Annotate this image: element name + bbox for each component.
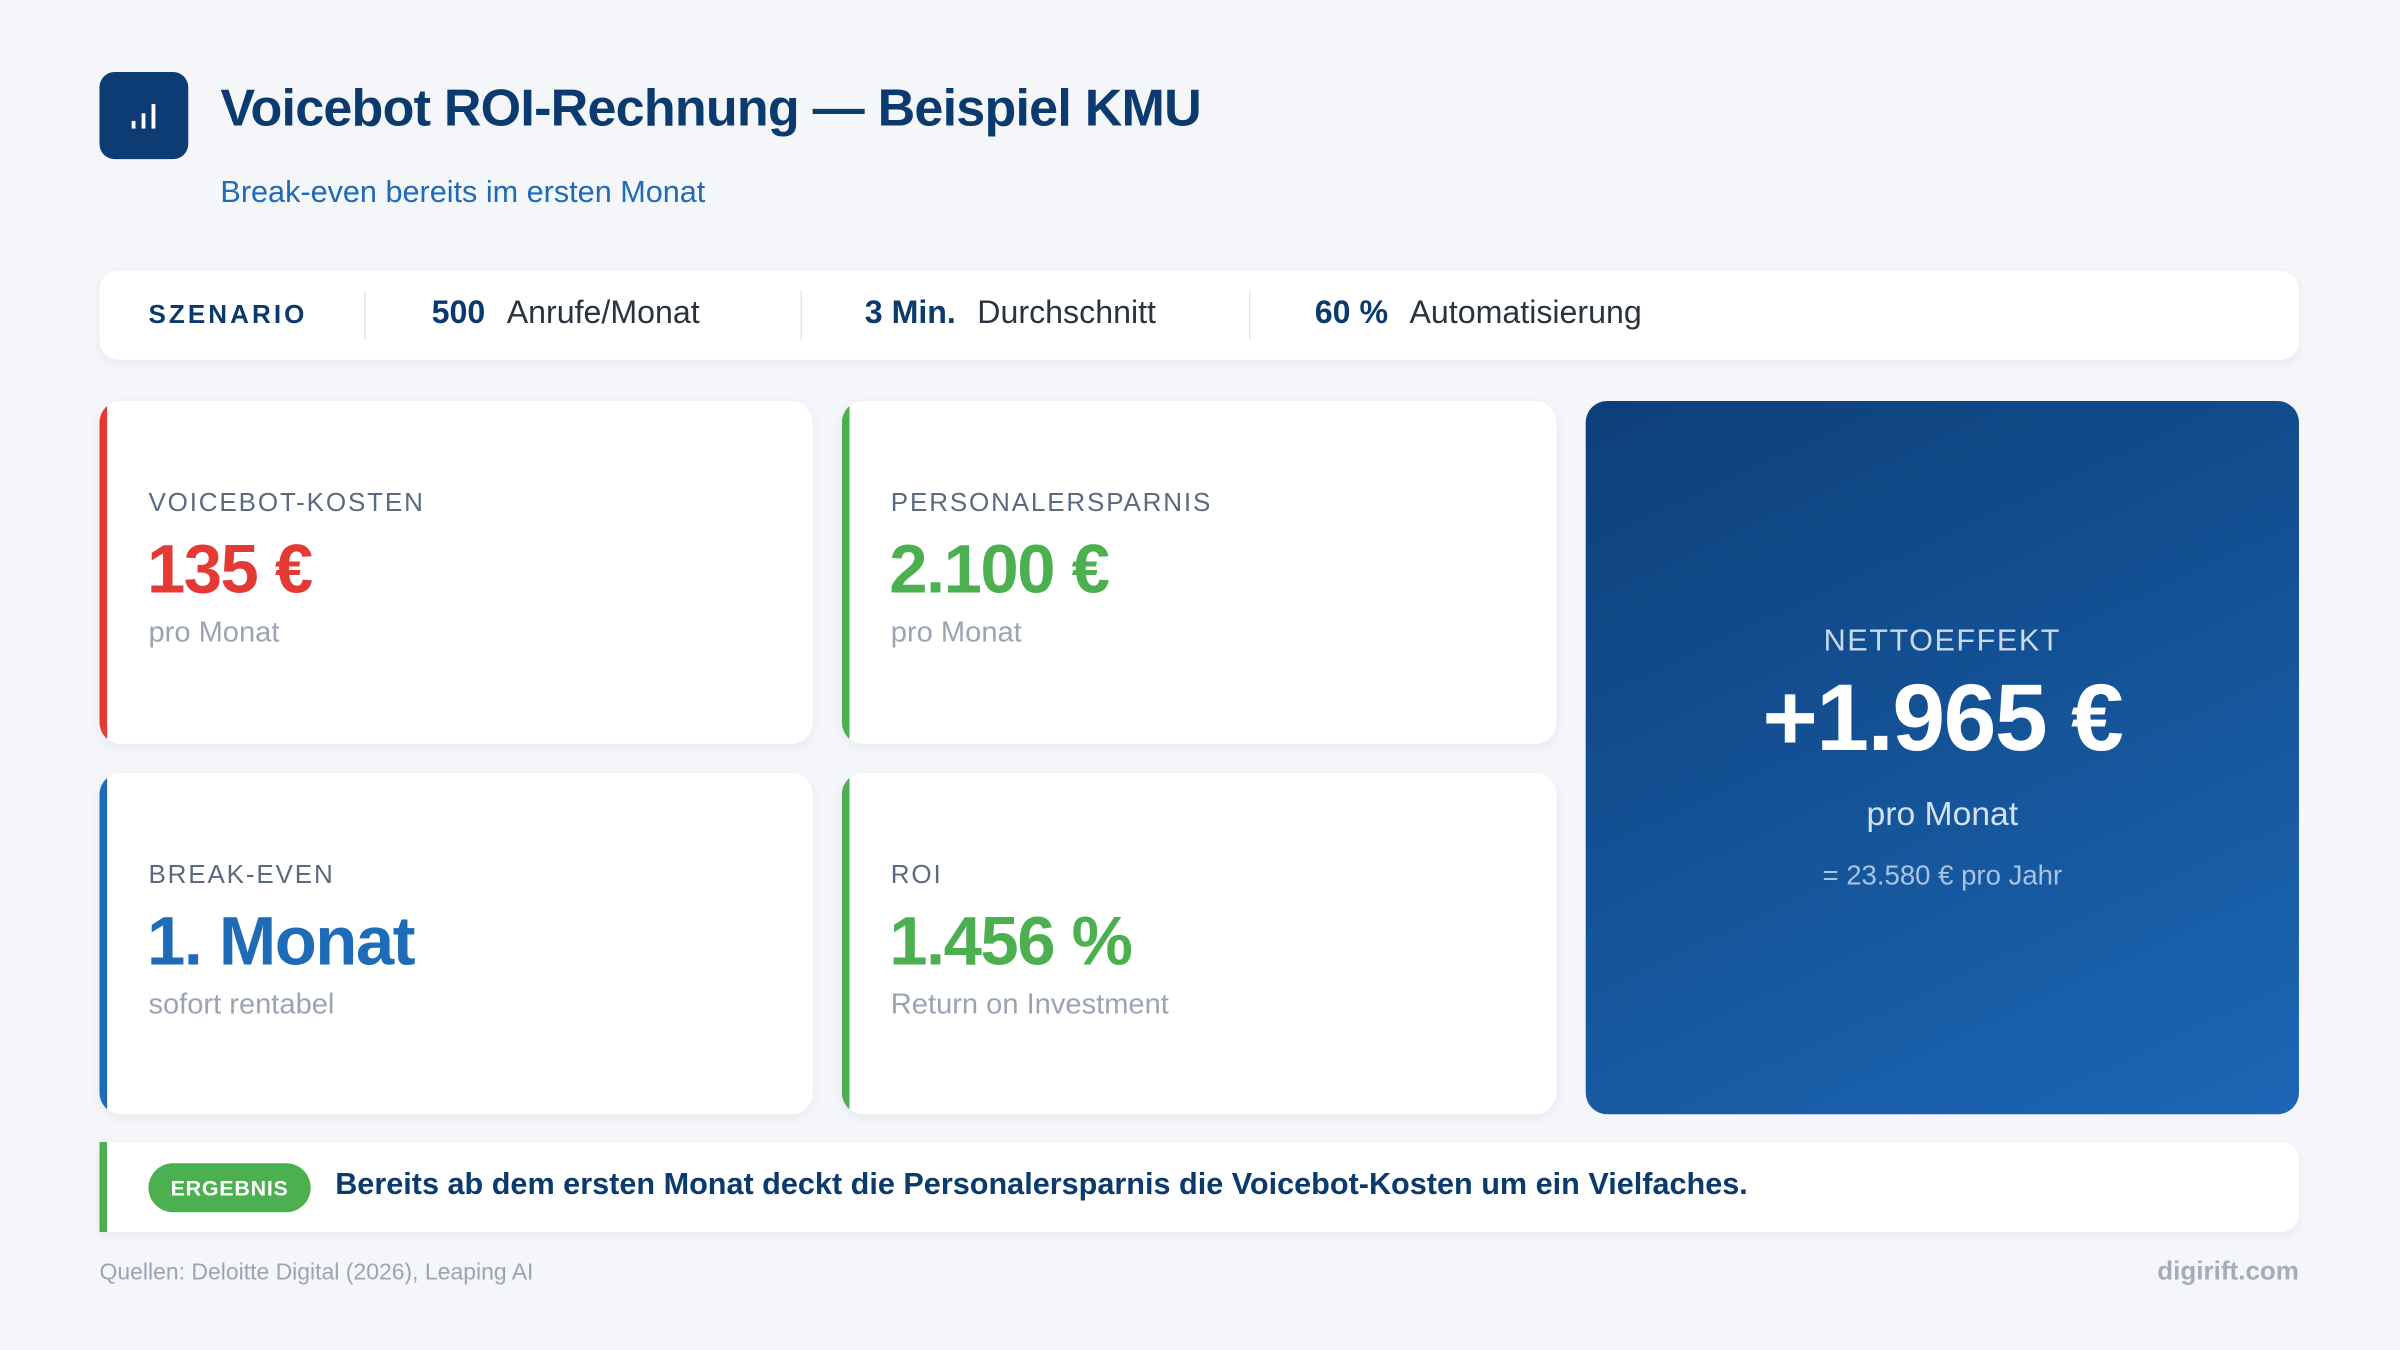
page-title: Voicebot ROI-Rechnung — Beispiel KMU <box>220 79 1201 138</box>
scenario-bar: SZENARIO 500 Anrufe/Monat 3 Min. Durchschn… <box>99 270 2299 360</box>
card-sub: Return on Investment <box>890 988 1169 1021</box>
accent-bar <box>99 401 108 744</box>
accent-bar <box>841 772 850 1115</box>
scenario-automation: 60 % Automatisierung <box>1315 295 1642 332</box>
result-banner: ERGEBNIS Bereits ab dem ersten Monat dec… <box>99 1141 2299 1233</box>
scenario-duration: 3 Min. Durchschnitt <box>865 295 1156 332</box>
divider <box>364 290 366 340</box>
divider <box>1248 290 1251 340</box>
page-subtitle: Break-even bereits im ersten Monat <box>220 176 706 210</box>
card-sub: sofort rentabel <box>148 988 335 1021</box>
card-label: ROI <box>890 860 943 890</box>
net-value: +1.965 € <box>1762 665 2123 772</box>
accent-bar <box>841 401 850 744</box>
card-value: 135 € <box>146 529 313 608</box>
scenario-value: 500 <box>431 295 486 331</box>
scenario-label: SZENARIO <box>148 299 308 330</box>
sources: Quellen: Deloitte Digital (2026), Leapin… <box>99 1259 534 1286</box>
bar-chart-icon <box>131 103 156 128</box>
card-roi: ROI 1.456 % Return on Investment <box>841 772 1557 1115</box>
net-sub: pro Monat <box>1866 794 2019 833</box>
card-label: VOICEBOT-KOSTEN <box>148 488 425 518</box>
accent-bar <box>99 772 108 1115</box>
divider <box>800 290 803 340</box>
brand: digirift.com <box>2157 1256 2299 1286</box>
net-year: = 23.580 € pro Jahr <box>1822 860 2063 891</box>
card-break-even: BREAK-EVEN 1. Monat sofort rentabel <box>99 772 813 1115</box>
result-text: Bereits ab dem ersten Monat deckt die Pe… <box>335 1167 1748 1202</box>
card-value: 1.456 % <box>889 901 1133 980</box>
net-label: NETTOEFFEKT <box>1823 624 2062 659</box>
scenario-text: Durchschnitt <box>977 295 1156 331</box>
card-value: 2.100 € <box>889 529 1110 608</box>
result-badge: ERGEBNIS <box>148 1163 311 1213</box>
scenario-calls: 500 Anrufe/Monat <box>432 295 700 332</box>
card-staff-savings: PERSONALERSPARNIS 2.100 € pro Monat <box>841 401 1557 744</box>
card-sub: pro Monat <box>890 616 1022 649</box>
logo-badge <box>99 71 189 160</box>
card-sub: pro Monat <box>148 616 280 649</box>
scenario-text: Automatisierung <box>1409 295 1642 331</box>
card-label: BREAK-EVEN <box>148 860 335 890</box>
card-label: PERSONALERSPARNIS <box>890 488 1213 518</box>
card-value: 1. Monat <box>146 901 416 980</box>
scenario-value: 60 % <box>1314 295 1389 331</box>
card-net-effect: NETTOEFFEKT +1.965 € pro Monat = 23.580 … <box>1585 401 2299 1115</box>
card-voicebot-costs: VOICEBOT-KOSTEN 135 € pro Monat <box>99 401 813 744</box>
scenario-value: 3 Min. <box>864 295 956 331</box>
scenario-text: Anrufe/Monat <box>506 295 700 331</box>
